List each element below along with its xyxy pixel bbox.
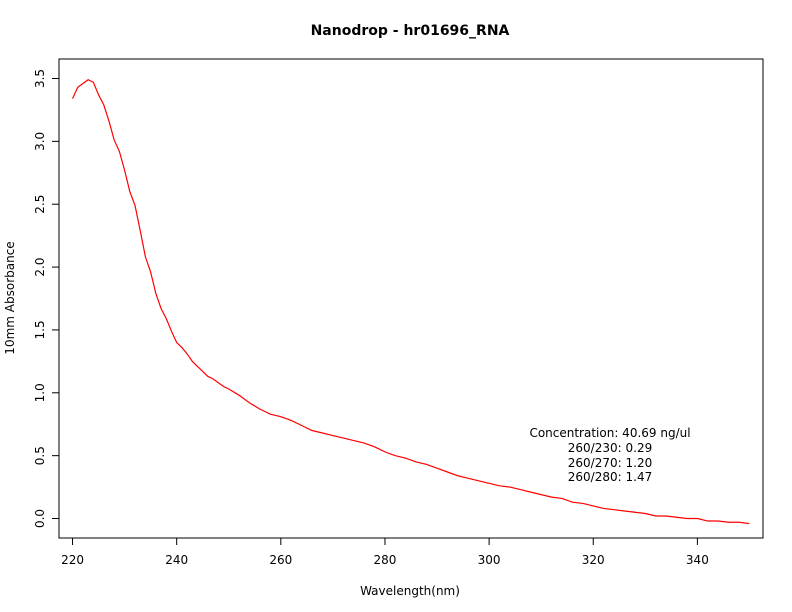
stats-annotation: Concentration: 40.69 ng/ul 260/230: 0.29… [529, 426, 690, 484]
y-tick-label: 3.0 [33, 132, 47, 151]
chart-title: Nanodrop - hr01696_RNA [311, 23, 510, 39]
absorbance-line [71, 79, 750, 525]
y-tick-label: 1.0 [33, 383, 47, 402]
x-tick-label: 240 [165, 553, 188, 567]
y-tick-label: 0.0 [33, 509, 47, 528]
y-tick-label: 3.5 [33, 69, 47, 88]
ratio-260-270-label: 260/270: 1.20 [568, 456, 652, 470]
x-tick-label: 260 [269, 553, 292, 567]
y-tick-label: 2.0 [33, 258, 47, 277]
y-axis: 0.0 0.5 1.0 1.5 2.0 2.5 3.0 3.5 [33, 69, 60, 528]
x-axis: 220 240 260 280 300 320 340 [61, 537, 709, 567]
x-tick-label: 280 [374, 553, 397, 567]
plot-frame [58, 58, 764, 539]
x-axis-label: Wavelength(nm) [360, 584, 460, 598]
y-tick-label: 0.5 [33, 446, 47, 465]
ratio-260-230-label: 260/230: 0.29 [568, 441, 652, 455]
x-tick-label: 300 [478, 553, 501, 567]
x-tick-label: 320 [582, 553, 605, 567]
y-tick-label: 2.5 [33, 195, 47, 214]
x-tick-label: 340 [686, 553, 709, 567]
ratio-260-280-label: 260/280: 1.47 [568, 470, 652, 484]
y-tick-label: 1.5 [33, 320, 47, 339]
concentration-label: Concentration: 40.69 ng/ul [529, 426, 690, 440]
y-axis-label: 10mm Absorbance [3, 241, 17, 354]
x-tick-label: 220 [61, 553, 84, 567]
